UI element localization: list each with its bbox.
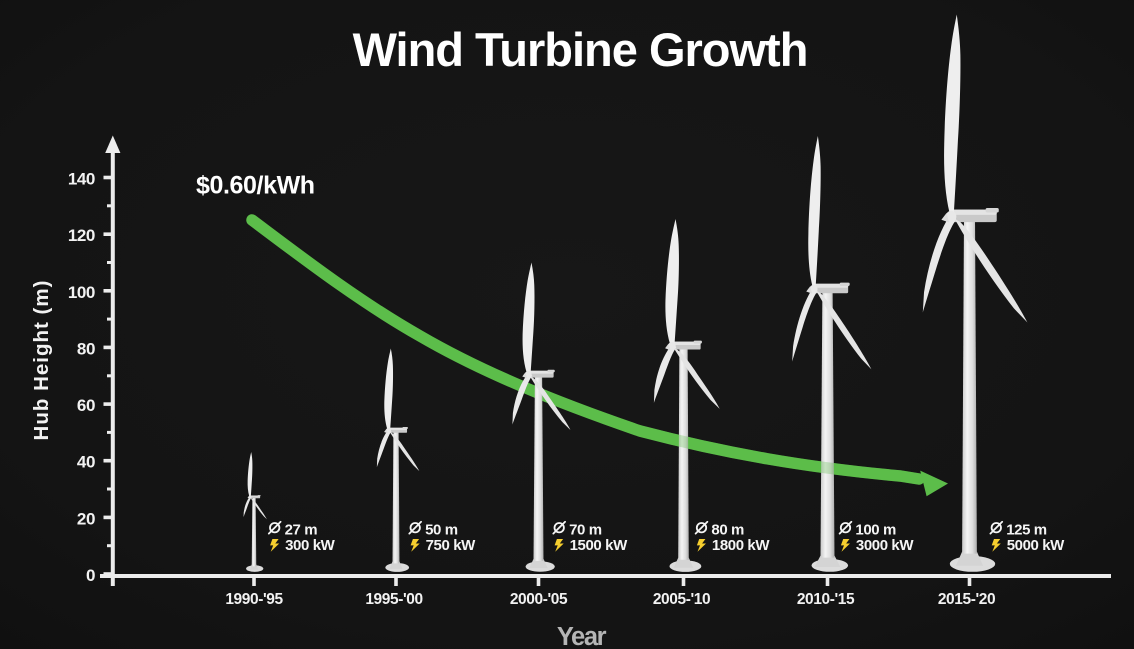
svg-text:100 m: 100 m <box>855 521 896 538</box>
svg-text:70 m: 70 m <box>569 521 602 538</box>
svg-text:$0.60/kWh: $0.60/kWh <box>196 172 315 200</box>
svg-text:50 m: 50 m <box>425 521 458 538</box>
svg-text:Hub Height (m): Hub Height (m) <box>30 280 53 441</box>
svg-text:3000 kW: 3000 kW <box>856 537 914 554</box>
svg-text:40: 40 <box>77 453 95 472</box>
svg-text:5000 kW: 5000 kW <box>1007 537 1065 554</box>
svg-text:Year: Year <box>557 623 607 649</box>
svg-text:80: 80 <box>77 339 95 358</box>
svg-text:80 m: 80 m <box>711 521 744 538</box>
svg-text:140: 140 <box>68 170 95 189</box>
svg-text:27 m: 27 m <box>285 521 318 538</box>
svg-text:20: 20 <box>77 509 95 528</box>
svg-text:750 kW: 750 kW <box>426 537 477 554</box>
svg-text:125 m: 125 m <box>1006 521 1047 538</box>
svg-text:1500 kW: 1500 kW <box>570 537 628 554</box>
svg-text:2005-'10: 2005-'10 <box>653 591 710 608</box>
svg-text:300 kW: 300 kW <box>285 537 336 554</box>
svg-text:60: 60 <box>77 396 95 415</box>
svg-text:2000-'05: 2000-'05 <box>510 591 568 608</box>
svg-text:1995-'00: 1995-'00 <box>365 591 422 608</box>
svg-text:Wind Turbine Growth: Wind Turbine Growth <box>353 23 808 76</box>
svg-text:1800 kW: 1800 kW <box>712 537 770 554</box>
svg-text:2015-'20: 2015-'20 <box>938 591 995 608</box>
svg-text:120: 120 <box>68 226 95 245</box>
svg-text:100: 100 <box>68 283 95 302</box>
svg-text:0: 0 <box>86 566 95 585</box>
svg-text:1990-'95: 1990-'95 <box>225 591 283 608</box>
svg-text:2010-'15: 2010-'15 <box>797 591 855 608</box>
